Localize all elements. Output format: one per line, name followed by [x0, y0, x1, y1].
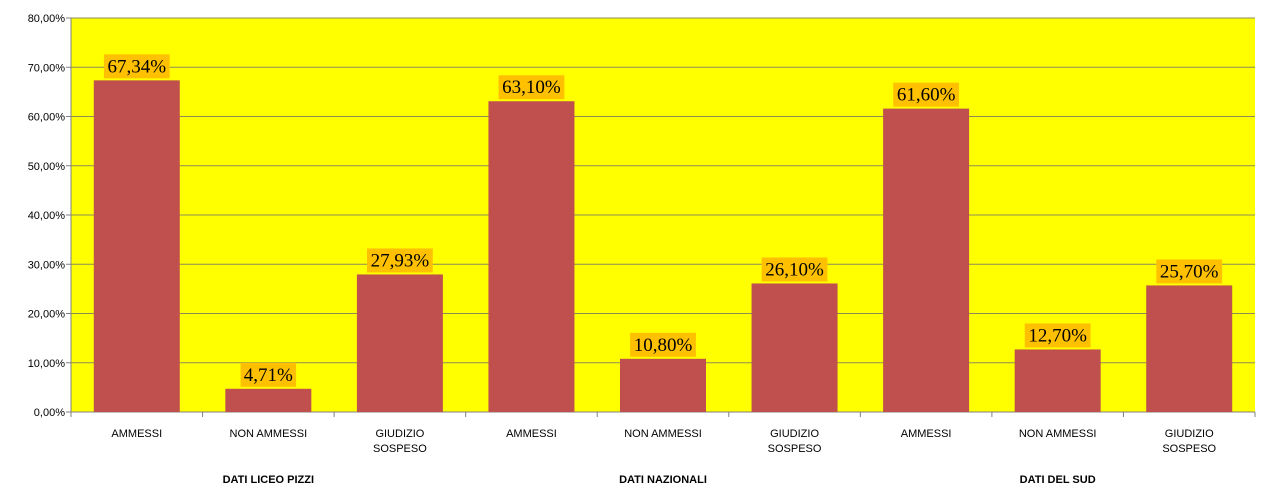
data-label-background	[498, 75, 565, 100]
data-label-background	[1024, 323, 1091, 348]
x-tick-label: AMMESSI	[901, 428, 952, 440]
data-label: 67,34%	[107, 56, 166, 77]
y-tick-label: 0,00%	[34, 407, 65, 419]
data-label: 25,70%	[1160, 261, 1219, 282]
y-tick-label: 30,00%	[28, 259, 66, 271]
data-label-background	[103, 54, 170, 79]
bar	[488, 101, 575, 413]
y-tick-label: 20,00%	[28, 309, 66, 321]
data-label-background	[1156, 259, 1223, 284]
x-tick-label: AMMESSI	[111, 428, 162, 440]
x-tick-label: GIUDIZIO SOSPESO	[1162, 428, 1216, 455]
bar	[225, 388, 312, 412]
bar	[356, 274, 443, 412]
y-tick-label: 80,00%	[28, 13, 66, 25]
data-label: 12,70%	[1028, 325, 1087, 346]
y-tick-label: 40,00%	[28, 210, 66, 222]
x-tick-label: GIUDIZIO SOSPESO	[373, 428, 427, 455]
x-tick-label: NON AMMESSI	[1019, 428, 1097, 440]
y-tick-label: 70,00%	[28, 62, 66, 74]
x-tick-label: NON AMMESSI	[230, 428, 308, 440]
x-tick-label: GIUDIZIO SOSPESO	[768, 428, 822, 455]
data-label-background	[761, 257, 828, 282]
y-tick-label: 60,00%	[28, 112, 66, 124]
data-label: 63,10%	[502, 77, 561, 98]
bar	[620, 358, 706, 412]
x-tick-label: NON AMMESSI	[624, 428, 702, 440]
bar	[1146, 285, 1233, 412]
data-label: 4,71%	[244, 365, 293, 386]
group-label: DATI DEL SUD	[1020, 474, 1096, 486]
y-tick-label: 10,00%	[28, 358, 66, 370]
data-label-background	[630, 332, 696, 357]
data-label: 26,10%	[765, 259, 824, 280]
data-label-background	[893, 82, 960, 107]
bar	[93, 80, 180, 413]
bar	[883, 108, 970, 413]
data-label-background	[366, 248, 433, 273]
group-label: DATI NAZIONALI	[619, 474, 707, 486]
data-label: 61,60%	[897, 85, 956, 106]
bar	[751, 283, 838, 412]
data-label-background	[240, 362, 297, 387]
group-label: DATI LICEO PIZZI	[223, 474, 314, 486]
x-tick-label: AMMESSI	[506, 428, 557, 440]
data-label: 10,80%	[634, 335, 693, 356]
y-tick-label: 50,00%	[28, 161, 66, 173]
bar	[1014, 349, 1101, 412]
data-label: 27,93%	[371, 250, 430, 271]
